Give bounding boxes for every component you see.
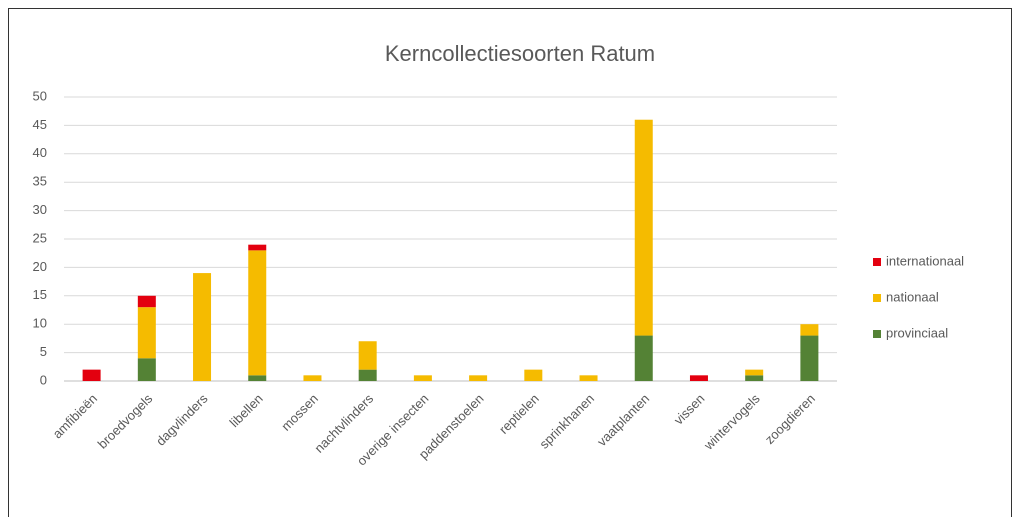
y-tick-label: 15 — [33, 287, 47, 302]
bar-segment — [413, 375, 432, 381]
bar-segment — [634, 119, 653, 336]
y-tick-label: 35 — [33, 174, 47, 189]
chart-title: Kerncollectiesoorten Ratum — [385, 41, 655, 66]
y-tick-label: 30 — [33, 202, 47, 217]
bar-segment — [634, 335, 653, 381]
bar-segment — [579, 375, 598, 381]
bar-segment — [248, 244, 267, 251]
bar-segment — [800, 335, 819, 381]
y-tick-label: 40 — [33, 145, 47, 160]
y-tick-label: 10 — [33, 316, 47, 331]
legend-label: nationaal — [886, 289, 939, 304]
bar-segment — [358, 369, 377, 381]
bar-segment — [248, 375, 267, 381]
y-tick-label: 20 — [33, 259, 47, 274]
y-tick-label: 45 — [33, 117, 47, 132]
bar-segment — [745, 375, 764, 381]
bar-segment — [524, 369, 543, 381]
y-tick-label: 5 — [40, 344, 47, 359]
y-tick-label: 50 — [33, 88, 47, 103]
bar-segment — [358, 341, 377, 370]
chart-frame — [8, 8, 1012, 519]
legend-swatch — [873, 258, 881, 266]
legend-label: provinciaal — [886, 325, 948, 340]
bar-segment — [248, 250, 267, 376]
bar-segment — [137, 295, 156, 308]
bar-segment — [469, 375, 488, 381]
legend-label: internationaal — [886, 253, 964, 268]
bar-segment — [689, 375, 708, 381]
bar-segment — [745, 369, 764, 376]
bar-segment — [137, 358, 156, 381]
bar-segment — [193, 273, 212, 381]
y-tick-label: 0 — [40, 372, 47, 387]
legend-swatch — [873, 294, 881, 302]
bar-segment — [82, 369, 101, 381]
legend-swatch — [873, 330, 881, 338]
bar-segment — [137, 307, 156, 359]
bar-segment — [800, 324, 819, 336]
bar-segment — [303, 375, 322, 381]
y-tick-label: 25 — [33, 230, 47, 245]
